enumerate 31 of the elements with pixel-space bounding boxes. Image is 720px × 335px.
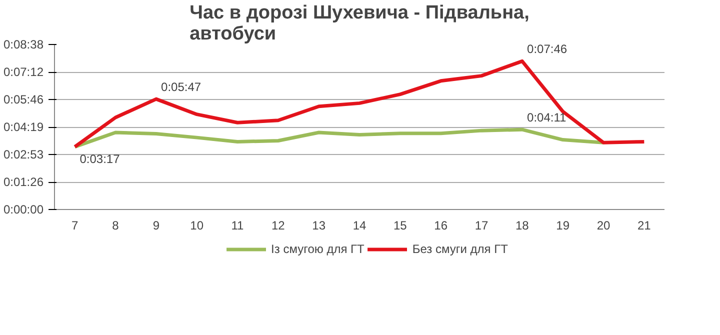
x-tick-label: 19 bbox=[556, 218, 570, 232]
x-tick-label: 16 bbox=[434, 218, 448, 232]
annotation: 0:03:17 bbox=[80, 152, 120, 166]
y-tick-label: 0:05:46 bbox=[3, 92, 44, 106]
legend-label: Із смугою для ГТ bbox=[271, 242, 364, 256]
x-tick-label: 9 bbox=[152, 218, 160, 232]
line-series bbox=[73, 128, 606, 149]
x-tick-label: 14 bbox=[352, 218, 366, 232]
x-tick-label: 12 bbox=[271, 218, 286, 232]
annotation: 0:04:11 bbox=[527, 110, 567, 125]
y-tick-label: 0:02:53 bbox=[3, 148, 44, 162]
x-tick-label: 13 bbox=[312, 218, 326, 232]
x-tick-label: 8 bbox=[112, 218, 120, 232]
y-tick-label: 0:08:38 bbox=[3, 38, 44, 52]
annotation: 0:05:47 bbox=[161, 80, 202, 94]
x-tick-label: 11 bbox=[231, 218, 244, 232]
line-series bbox=[73, 59, 646, 149]
chart-title: Час в дорозі Шухевича - Підвальна, автобуси bbox=[190, 2, 530, 44]
x-tick-label: 17 bbox=[474, 218, 488, 232]
y-tick-label: 0:01:26 bbox=[3, 175, 44, 189]
annotation: 0:07:46 bbox=[527, 42, 568, 56]
y-tick-label: 0:04:19 bbox=[3, 120, 44, 134]
x-tick-label: 15 bbox=[393, 218, 408, 232]
y-tick-label: 0:07:12 bbox=[3, 65, 44, 79]
y-tick-label: 0:00:00 bbox=[3, 202, 44, 216]
x-tick-label: 7 bbox=[71, 218, 78, 232]
x-tick-label: 20 bbox=[596, 218, 610, 232]
x-tick-label: 21 bbox=[637, 218, 652, 232]
x-tick-label: 18 bbox=[515, 218, 530, 232]
x-tick-label: 10 bbox=[190, 218, 204, 232]
legend-label: Без смуги для ГТ bbox=[412, 242, 508, 256]
